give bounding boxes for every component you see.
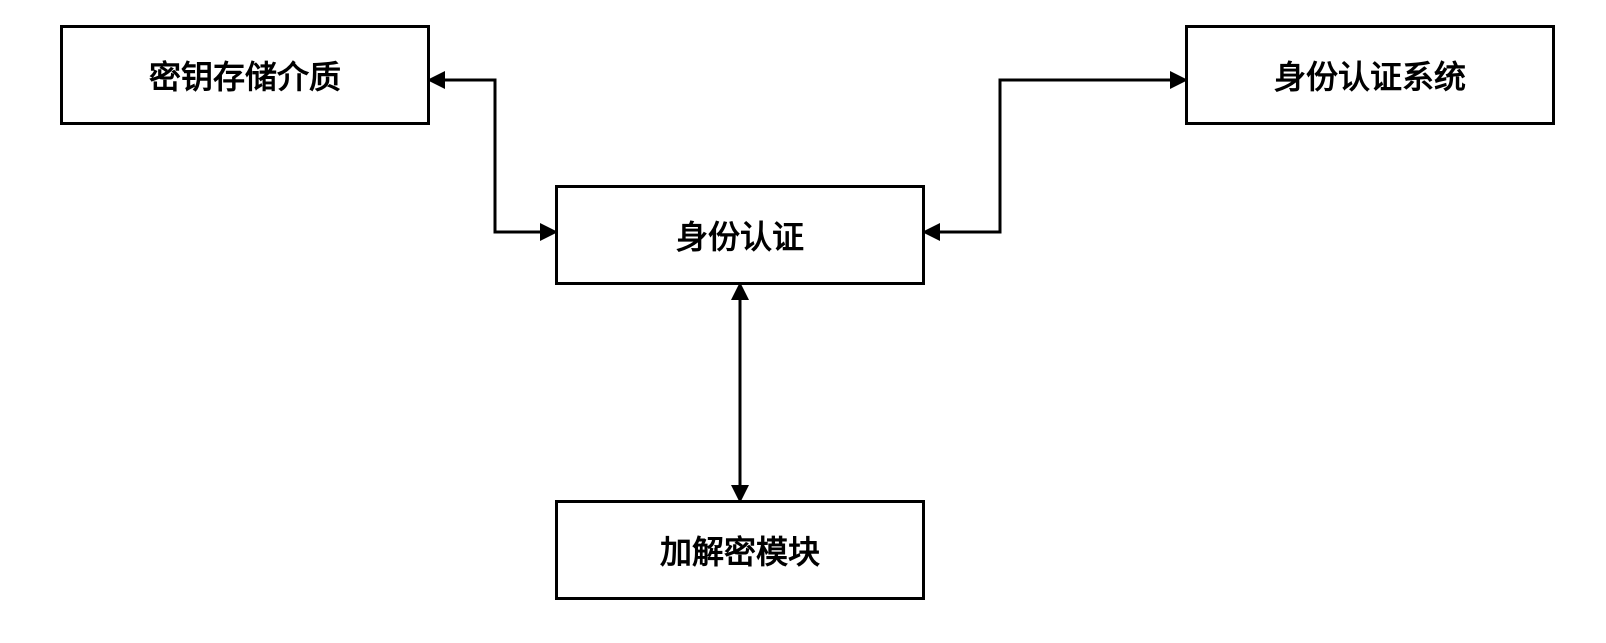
connector-left	[0, 0, 1606, 643]
